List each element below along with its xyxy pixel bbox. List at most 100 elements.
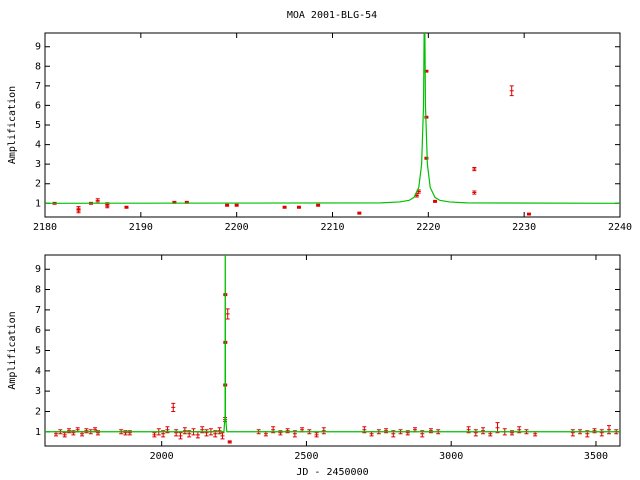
y-axis-label: Amplification: [7, 311, 18, 389]
y-tick-label: 5: [35, 120, 41, 131]
data-point: [533, 431, 538, 437]
x-axis-label: JD - 2450000: [296, 467, 368, 478]
data-point: [204, 429, 209, 437]
data-point: [405, 430, 410, 436]
data-point: [384, 428, 389, 434]
data-point: [481, 427, 486, 435]
data-point: [124, 205, 129, 209]
x-tick-label: 3000: [439, 451, 463, 462]
fit-line: [45, 33, 620, 204]
data-point: [200, 426, 205, 434]
data-point: [75, 427, 80, 433]
data-point: [67, 428, 72, 434]
data-point: [314, 432, 319, 438]
x-tick-label: 2000: [150, 451, 174, 462]
data-point: [95, 198, 100, 203]
data-point: [321, 427, 326, 435]
data-point: [76, 206, 81, 211]
data-point: [416, 189, 421, 194]
x-tick-label: 2500: [294, 451, 318, 462]
y-tick-label: 2: [35, 179, 41, 190]
data-point: [424, 69, 429, 73]
data-point: [424, 156, 429, 160]
data-point: [472, 190, 477, 195]
x-tick-label: 2190: [129, 222, 153, 233]
data-point: [174, 429, 179, 437]
fit-line: [45, 255, 620, 433]
x-tick-label: 2210: [320, 222, 344, 233]
data-point: [165, 426, 170, 434]
y-tick-label: 7: [35, 81, 41, 92]
y-tick-label: 9: [35, 42, 41, 53]
data-point: [292, 430, 297, 438]
plot-area: [45, 33, 620, 216]
y-tick-label: 8: [35, 285, 41, 296]
data-point: [570, 429, 575, 437]
y-tick-label: 2: [35, 406, 41, 417]
data-point: [161, 430, 166, 438]
data-point: [225, 308, 230, 320]
data-point: [391, 430, 396, 438]
x-tick-label: 2180: [33, 222, 57, 233]
data-point: [473, 429, 478, 437]
data-point: [488, 431, 493, 437]
data-point: [182, 427, 187, 435]
y-tick-label: 6: [35, 100, 41, 111]
data-point: [585, 430, 590, 438]
y-tick-label: 8: [35, 61, 41, 72]
data-point: [414, 193, 419, 198]
data-point: [195, 431, 200, 439]
y-tick-label: 1: [35, 427, 41, 438]
data-point: [71, 430, 76, 436]
data-point: [517, 426, 522, 434]
y-tick-label: 3: [35, 159, 41, 170]
data-point: [428, 428, 433, 434]
data-point: [357, 211, 362, 215]
data-point: [80, 431, 85, 437]
data-point: [509, 85, 514, 97]
data-point: [227, 440, 232, 444]
data-point: [433, 199, 438, 203]
data-point: [127, 430, 132, 436]
data-point: [599, 429, 604, 437]
data-point: [217, 427, 222, 435]
data-point: [296, 205, 301, 209]
data-point: [84, 428, 89, 434]
data-point: [152, 432, 157, 438]
data-point: [263, 431, 268, 437]
y-axis-label: Amplification: [7, 86, 18, 164]
data-point: [282, 205, 287, 209]
plot-frame: [44, 254, 621, 447]
data-point: [278, 430, 283, 436]
data-point: [187, 430, 192, 438]
x-tick-label: 2220: [416, 222, 440, 233]
data-point: [225, 203, 230, 207]
data-point: [526, 212, 531, 216]
data-point: [413, 427, 418, 433]
y-tick-label: 5: [35, 346, 41, 357]
data-point: [172, 200, 177, 204]
data-point: [592, 428, 597, 434]
data-point: [93, 427, 98, 433]
data-point: [466, 426, 471, 434]
data-point: [510, 430, 515, 436]
data-point: [369, 431, 374, 437]
data-point: [123, 430, 128, 436]
data-point: [271, 426, 276, 434]
x-tick-label: 2230: [512, 222, 536, 233]
data-point: [184, 200, 189, 204]
data-point: [362, 426, 367, 434]
x-tick-label: 2200: [225, 222, 249, 233]
data-point: [62, 432, 67, 438]
data-point: [95, 430, 100, 436]
data-point: [220, 432, 225, 440]
data-point: [213, 430, 218, 438]
data-point: [300, 427, 305, 433]
y-tick-label: 4: [35, 366, 41, 377]
data-point: [234, 203, 239, 207]
y-tick-label: 1: [35, 198, 41, 209]
plot-frame: [44, 32, 621, 218]
y-tick-label: 9: [35, 264, 41, 275]
data-point: [178, 432, 183, 440]
